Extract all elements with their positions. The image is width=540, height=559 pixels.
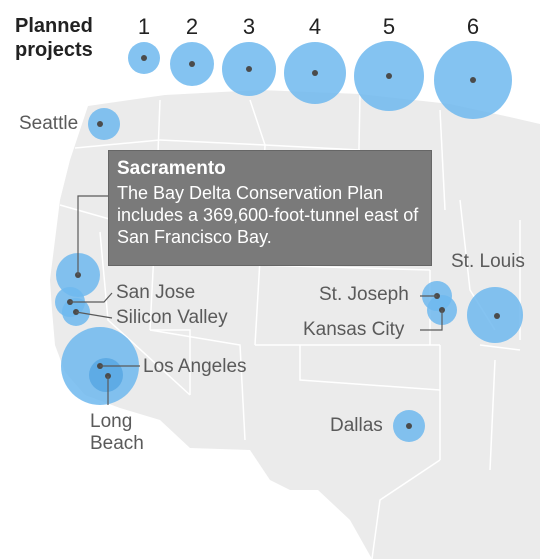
legend-number-6: 6 — [466, 14, 480, 39]
label-st-louis: St. Louis — [451, 251, 525, 272]
label-dallas: Dallas — [330, 415, 383, 436]
callout-text: The Bay Delta Conservation Plan includes… — [117, 183, 419, 247]
legend-title: Planned projects — [15, 14, 93, 62]
label-st-joseph: St. Joseph — [319, 284, 409, 305]
bubble-seattle[interactable] — [88, 108, 120, 140]
callout-title: Sacramento — [117, 158, 226, 179]
legend-number-1: 1 — [137, 14, 151, 39]
label-long-beach-line1: Long — [90, 411, 133, 432]
legend-number-5: 5 — [382, 14, 396, 39]
legend-title-line2: projects — [15, 39, 93, 61]
label-silicon-valley: Silicon Valley — [116, 307, 228, 328]
label-seattle: Seattle — [19, 113, 79, 134]
legend-number-4: 4 — [308, 14, 322, 39]
legend-title-line1: Planned — [15, 15, 93, 37]
sacramento-callout: Sacramento The Bay Delta Conservation Pl… — [108, 150, 432, 266]
label-san-jose: San Jose — [116, 282, 196, 303]
label-kansas-city: Kansas City — [303, 319, 405, 340]
legend-number-3: 3 — [242, 14, 256, 39]
label-los-angeles: Los Angeles — [143, 356, 247, 377]
legend-bubbles — [128, 41, 512, 119]
leader-lines — [70, 195, 443, 405]
label-long-beach-line2: Beach — [90, 433, 144, 454]
legend-number-2: 2 — [185, 14, 199, 39]
